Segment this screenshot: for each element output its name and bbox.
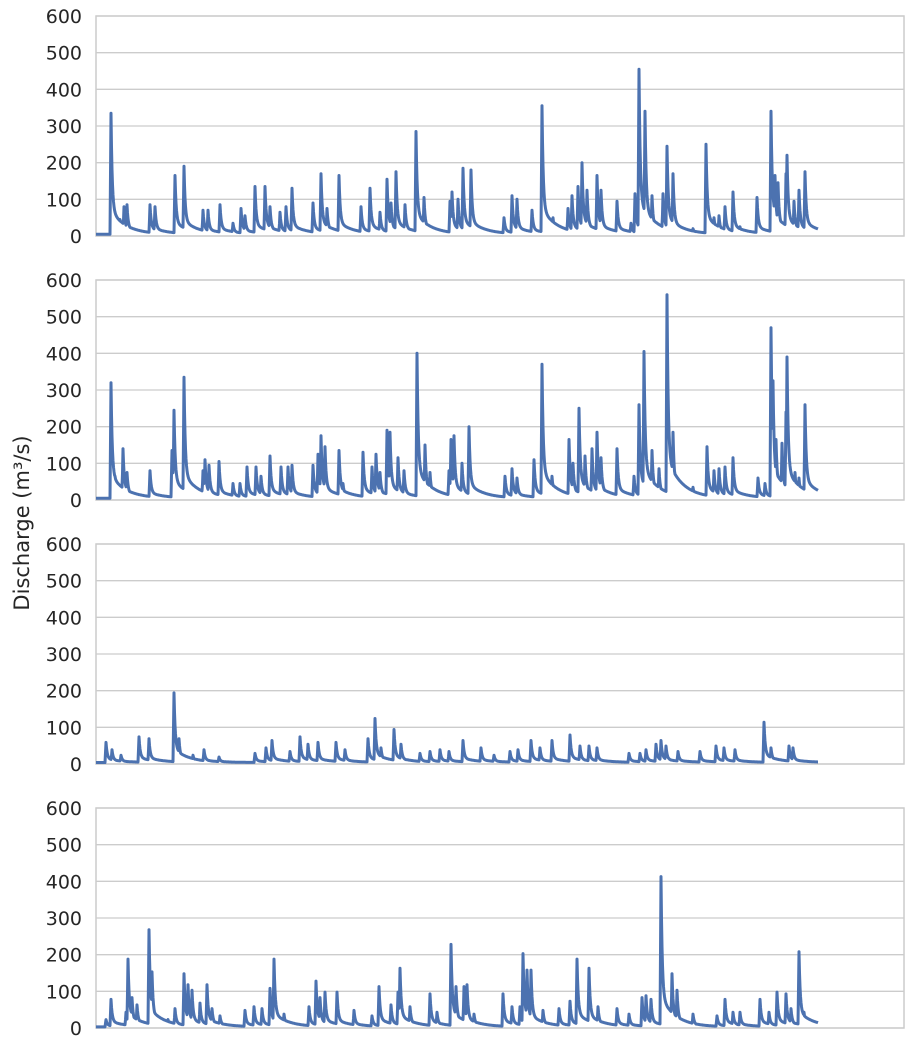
y-tick-label: 100: [46, 981, 82, 1003]
y-axis-label: Discharge (m³/s): [10, 435, 34, 610]
y-tick-label: 200: [46, 153, 82, 175]
y-tick-label: 300: [46, 380, 82, 402]
y-tick-label: 500: [46, 835, 82, 857]
discharge-series-line: [95, 67, 819, 236]
y-tick-label: 300: [46, 908, 82, 930]
y-tick-label: 0: [70, 754, 82, 776]
y-tick-label: 200: [46, 417, 82, 439]
plot-frame: [95, 279, 905, 501]
panel-3: 0 100 200 300 400 500 600: [46, 534, 905, 776]
y-tick-label: 0: [70, 490, 82, 512]
y-tick-label: 100: [46, 189, 82, 211]
y-tick-label: 500: [46, 307, 82, 329]
plot-frame: [95, 807, 905, 1029]
discharge-series-line: [95, 691, 819, 764]
y-tick-label: 0: [70, 1018, 82, 1040]
y-tick-label: 600: [46, 798, 82, 820]
y-tick-label: 300: [46, 644, 82, 666]
y-tick-label: 300: [46, 116, 82, 138]
y-tick-label: 100: [46, 453, 82, 475]
panel-1: 0 100 200 300 400 500 600: [46, 6, 905, 248]
y-tick-label: 100: [46, 717, 82, 739]
y-tick-label: 400: [46, 607, 82, 629]
y-tick-label: 200: [46, 681, 82, 703]
y-tick-label: 600: [46, 6, 82, 28]
discharge-series-line: [95, 875, 819, 1029]
y-tick-label: 0: [70, 226, 82, 248]
y-tick-label: 400: [46, 871, 82, 893]
y-tick-label: 500: [46, 571, 82, 593]
y-tick-label: 400: [46, 343, 82, 365]
plot-frame: [95, 15, 905, 237]
y-tick-label: 200: [46, 945, 82, 967]
y-tick-label: 600: [46, 270, 82, 292]
y-tick-label: 600: [46, 534, 82, 556]
discharge-series-line: [95, 293, 819, 500]
panel-2: 0 100 200 300 400 500 600: [46, 270, 905, 512]
y-tick-label: 500: [46, 43, 82, 65]
panel-4: 0 100 200 300 400 500 600: [46, 798, 905, 1040]
plot-frame: [95, 543, 905, 765]
y-tick-label: 400: [46, 79, 82, 101]
